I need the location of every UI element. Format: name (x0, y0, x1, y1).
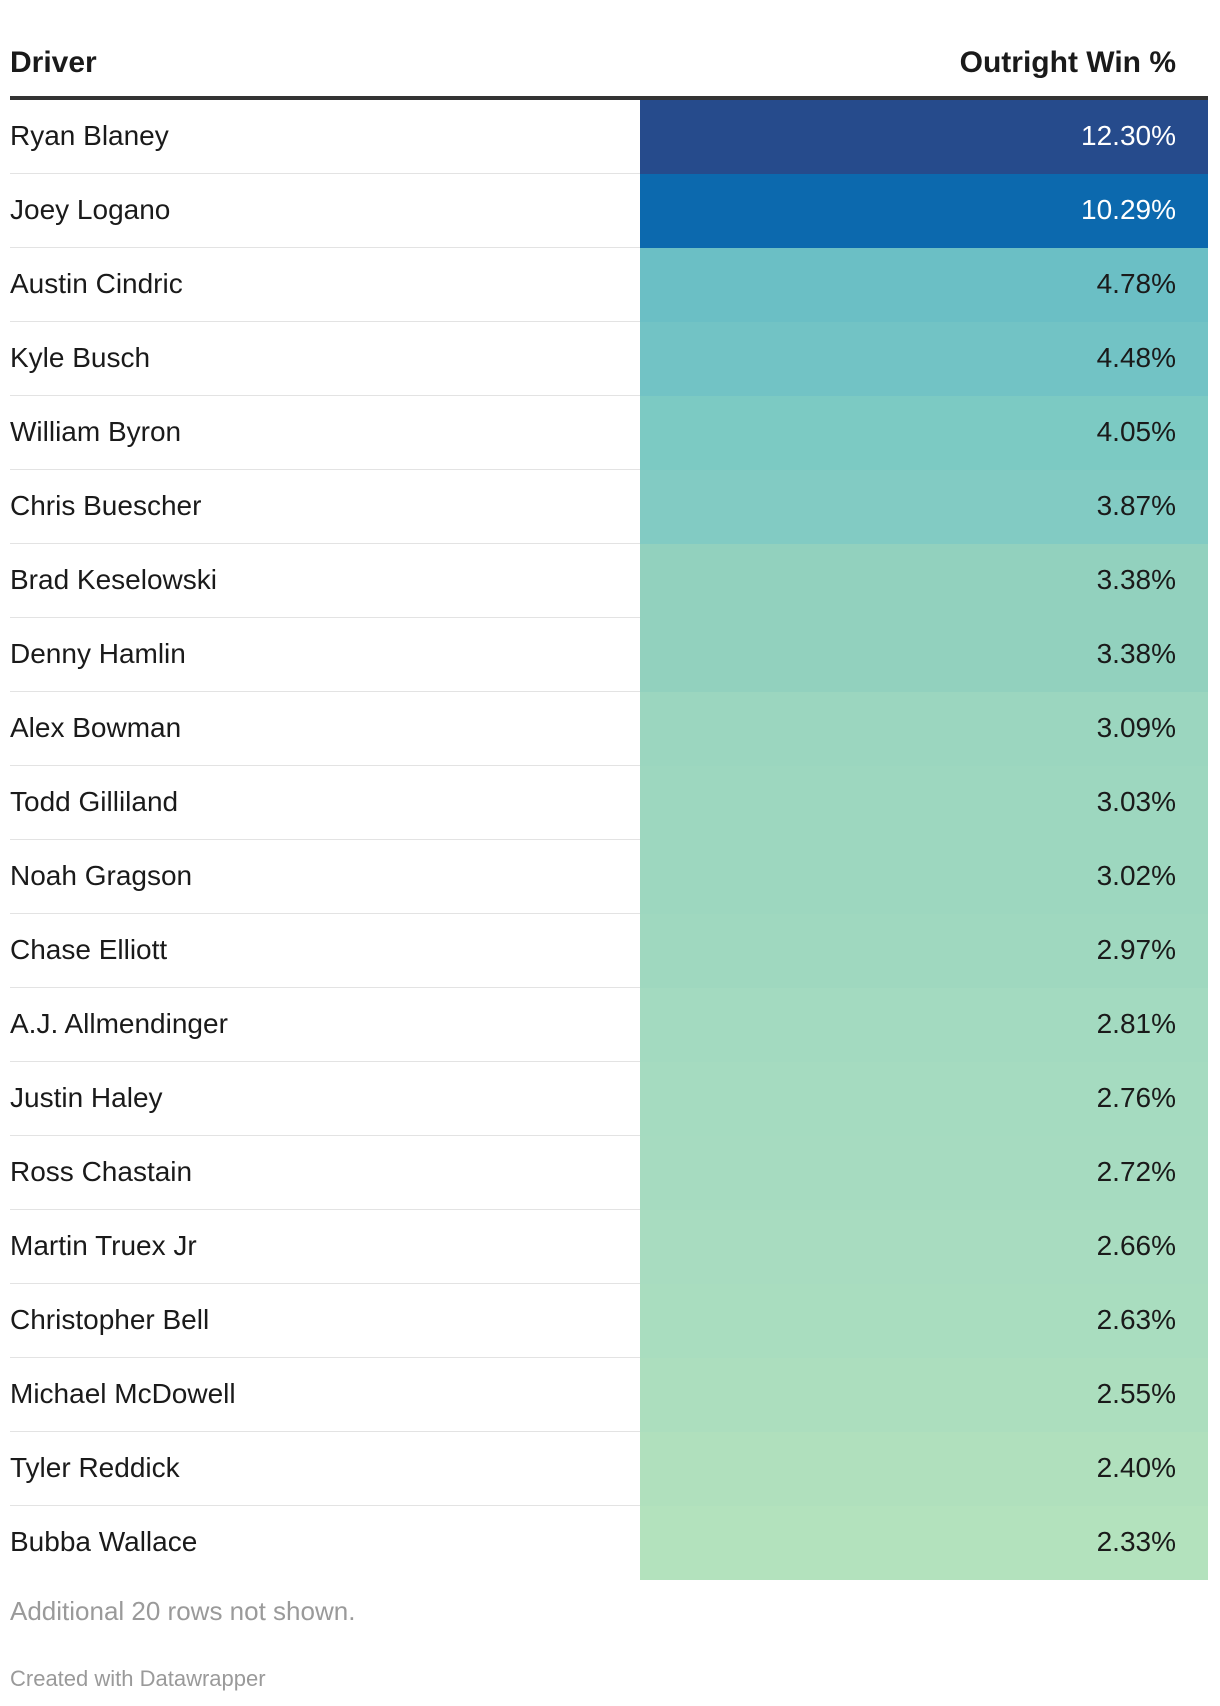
driver-name: Bubba Wallace (10, 1526, 198, 1557)
win-percent-cell: 2.76% (640, 1062, 1208, 1136)
driver-name: Martin Truex Jr (10, 1230, 197, 1261)
driver-name: Todd Gilliland (10, 786, 179, 817)
win-percent-cell: 2.63% (640, 1284, 1208, 1358)
win-percent-cell: 2.72% (640, 1136, 1208, 1210)
driver-name: Chase Elliott (10, 934, 168, 965)
driver-name: Denny Hamlin (10, 638, 186, 669)
win-percent-cell: 3.03% (640, 766, 1208, 840)
table-row: Joey Logano 10.29% (10, 174, 1208, 248)
table-header: Driver Outright Win % (10, 0, 1208, 100)
driver-name: Joey Logano (10, 194, 171, 225)
win-percent-cell: 3.09% (640, 692, 1208, 766)
win-percent-value: 10.29% (1081, 194, 1176, 225)
win-percent-cell: 2.66% (640, 1210, 1208, 1284)
win-percent-value: 2.97% (1096, 934, 1176, 965)
table-row: Bubba Wallace 2.33% (10, 1506, 1208, 1580)
win-percent-cell: 4.05% (640, 396, 1208, 470)
win-percent-value: 4.05% (1096, 416, 1176, 447)
win-percent-value: 3.02% (1096, 860, 1176, 891)
table-row: A.J. Allmendinger 2.81% (10, 988, 1208, 1062)
win-percent-cell: 4.48% (640, 322, 1208, 396)
table-row: Noah Gragson 3.02% (10, 840, 1208, 914)
table-row: William Byron 4.05% (10, 396, 1208, 470)
rows-not-shown-note: Additional 20 rows not shown. (10, 1596, 356, 1626)
win-percent-value: 2.55% (1096, 1378, 1176, 1409)
win-percent-value: 2.81% (1096, 1008, 1176, 1039)
win-percent-value: 2.40% (1096, 1452, 1176, 1483)
win-percent-cell: 3.87% (640, 470, 1208, 544)
driver-name: Brad Keselowski (10, 564, 217, 595)
win-percent-cell: 2.81% (640, 988, 1208, 1062)
driver-name: Kyle Busch (10, 342, 151, 373)
driver-name: A.J. Allmendinger (10, 1008, 228, 1039)
win-percent-value: 2.33% (1096, 1526, 1176, 1557)
win-percent-value: 3.09% (1096, 712, 1176, 743)
table-row: Michael McDowell 2.55% (10, 1358, 1208, 1432)
table-row: Tyler Reddick 2.40% (10, 1432, 1208, 1506)
driver-name: Austin Cindric (10, 268, 183, 299)
win-percent-value: 3.03% (1096, 786, 1176, 817)
win-percent-cell: 12.30% (640, 100, 1208, 174)
table-row: Justin Haley 2.76% (10, 1062, 1208, 1136)
table-row: Alex Bowman 3.09% (10, 692, 1208, 766)
win-percent-value: 4.78% (1096, 268, 1176, 299)
column-header-outright-win[interactable]: Outright Win % (959, 46, 1176, 79)
win-percent-value: 3.87% (1096, 490, 1176, 521)
table-row: Ryan Blaney 12.30% (10, 100, 1208, 174)
win-percent-cell: 4.78% (640, 248, 1208, 322)
win-percent-cell: 2.55% (640, 1358, 1208, 1432)
driver-name: Justin Haley (10, 1082, 163, 1113)
win-percent-value: 2.63% (1096, 1304, 1176, 1335)
table-row: Todd Gilliland 3.03% (10, 766, 1208, 840)
table-row: Denny Hamlin 3.38% (10, 618, 1208, 692)
win-percent-value: 2.72% (1096, 1156, 1176, 1187)
win-percent-value: 2.76% (1096, 1082, 1176, 1113)
driver-name: Michael McDowell (10, 1378, 236, 1409)
win-percent-cell: 10.29% (640, 174, 1208, 248)
table-row: Chris Buescher 3.87% (10, 470, 1208, 544)
win-percent-value: 3.38% (1096, 564, 1176, 595)
table-container: Driver Outright Win % Ryan Blaney 12.30% J… (10, 0, 1208, 1580)
table-row: Christopher Bell 2.63% (10, 1284, 1208, 1358)
win-percent-cell: 2.40% (640, 1432, 1208, 1506)
table-row: Martin Truex Jr 2.66% (10, 1210, 1208, 1284)
win-percent-value: 12.30% (1081, 120, 1176, 151)
driver-name: Chris Buescher (10, 490, 202, 521)
table-row: Chase Elliott 2.97% (10, 914, 1208, 988)
win-percent-value: 3.38% (1096, 638, 1176, 669)
driver-name: William Byron (10, 416, 182, 447)
win-percent-value: 2.66% (1096, 1230, 1176, 1261)
driver-name: Alex Bowman (10, 712, 182, 743)
table-row: Ross Chastain 2.72% (10, 1136, 1208, 1210)
win-percent-cell: 2.33% (640, 1506, 1208, 1580)
table-row: Austin Cindric 4.78% (10, 248, 1208, 322)
win-percent-cell: 2.97% (640, 914, 1208, 988)
driver-name: Ryan Blaney (10, 120, 169, 151)
driver-name: Noah Gragson (10, 860, 193, 891)
column-header-driver[interactable]: Driver (10, 46, 97, 79)
table-body: Ryan Blaney 12.30% Joey Logano 10.29% Austin… (10, 100, 1208, 1580)
win-percent-cell: 3.02% (640, 840, 1208, 914)
driver-name: Ross Chastain (10, 1156, 193, 1187)
table-row: Kyle Busch 4.48% (10, 322, 1208, 396)
win-percent-value: 4.48% (1096, 342, 1176, 373)
table-row: Brad Keselowski 3.38% (10, 544, 1208, 618)
win-percent-cell: 3.38% (640, 618, 1208, 692)
driver-name: Tyler Reddick (10, 1452, 180, 1483)
win-percent-cell: 3.38% (640, 544, 1208, 618)
driver-name: Christopher Bell (10, 1304, 210, 1335)
datawrapper-credit: Created with Datawrapper (10, 1666, 266, 1691)
